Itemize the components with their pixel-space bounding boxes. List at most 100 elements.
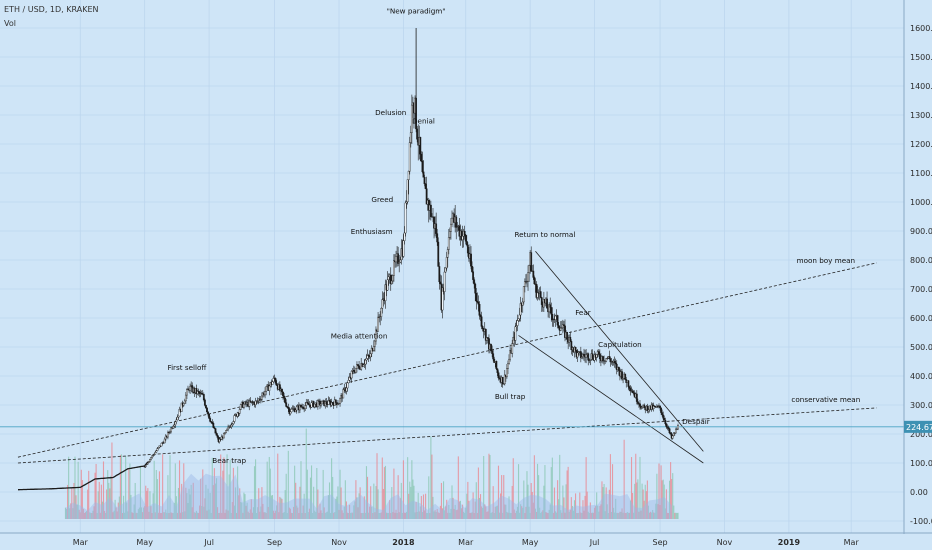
volume-bar: [603, 483, 605, 519]
volume-bar: [426, 512, 428, 519]
volume-bar: [339, 469, 341, 519]
volume-bar: [570, 497, 572, 519]
volume-bar: [173, 502, 175, 519]
candle-body: [265, 386, 268, 392]
volume-bar: [289, 508, 291, 519]
volume-bar: [220, 454, 222, 519]
candle-body: [539, 291, 542, 298]
volume-bars: [64, 428, 679, 519]
volume-bar: [619, 511, 621, 519]
candle-body: [636, 401, 639, 404]
volume-bar: [580, 512, 582, 519]
volume-bar: [299, 486, 301, 519]
candle-body: [484, 329, 487, 341]
volume-bar: [223, 457, 225, 519]
candle-body: [673, 432, 676, 434]
volume-bar: [396, 512, 398, 519]
volume-bar: [154, 512, 156, 519]
volume-bar: [581, 512, 583, 519]
candle-body: [254, 400, 257, 406]
volume-bar: [437, 512, 439, 519]
volume-bar: [376, 453, 378, 519]
volume-bar: [601, 481, 603, 519]
volume-bar: [450, 508, 452, 519]
volume-bar: [309, 477, 312, 519]
candle-body: [410, 104, 413, 133]
volume-bar: [304, 512, 306, 519]
volume-bar: [140, 507, 143, 519]
y-tick-label: 1600.00: [910, 24, 932, 33]
volume-bar: [391, 487, 393, 519]
candle-body: [546, 298, 548, 309]
volume-bar: [481, 506, 483, 519]
volume-bar: [464, 512, 466, 519]
volume-bar: [665, 489, 667, 519]
candle-body: [177, 415, 180, 418]
candle-body: [595, 354, 598, 358]
candle-body: [350, 371, 353, 379]
candle-body: [450, 223, 452, 232]
volume-bar: [433, 511, 435, 519]
volume-bar: [490, 512, 492, 519]
volume-bar: [404, 512, 407, 519]
volume-bar: [590, 512, 592, 519]
candle-body: [517, 318, 520, 321]
volume-bar: [677, 512, 679, 519]
volume-bar: [421, 512, 423, 519]
candle-body: [443, 271, 446, 292]
volume-bar: [465, 507, 467, 519]
volume-bar: [567, 466, 569, 519]
x-tick-label: Sep: [267, 538, 282, 547]
volume-bar: [501, 475, 503, 519]
volume-bar: [377, 489, 379, 519]
candle-body: [327, 400, 330, 405]
y-tick-label: 900.00: [910, 227, 932, 236]
volume-bar: [658, 463, 660, 519]
volume-bar: [157, 512, 159, 519]
volume-bar: [365, 466, 368, 519]
annotation-label: Fear: [575, 308, 591, 317]
candle-body: [424, 183, 427, 189]
volume-bar: [210, 512, 212, 519]
volume-bar: [182, 512, 184, 519]
volume-bar: [573, 500, 576, 519]
candle-body: [433, 216, 435, 229]
candle-body: [175, 419, 178, 422]
volume-bar: [584, 495, 586, 519]
candle-body: [387, 276, 390, 280]
volume-bar: [197, 512, 200, 519]
candle-body: [289, 411, 292, 414]
volume-bar: [296, 505, 298, 519]
annotation-label: Return to normal: [515, 230, 576, 239]
volume-bar: [116, 511, 118, 519]
volume-bar: [114, 499, 116, 519]
candle-body: [456, 226, 459, 228]
volume-bar: [351, 512, 353, 519]
volume-bar: [564, 512, 566, 519]
candle-body: [346, 382, 349, 389]
volume-bar: [96, 512, 98, 519]
volume-bar: [629, 500, 632, 519]
candle-body: [444, 267, 447, 273]
volume-bar: [246, 502, 248, 519]
volume-bar: [357, 507, 359, 519]
candle-body: [274, 378, 277, 384]
candle-body: [307, 402, 310, 405]
volume-bar: [194, 512, 196, 519]
volume-bar: [594, 507, 596, 519]
volume-bar: [353, 505, 355, 519]
x-tick-label: Jul: [203, 538, 214, 547]
volume-bar: [419, 506, 421, 519]
candle-body: [233, 415, 236, 422]
y-tick-label: -100.00: [910, 517, 932, 526]
candle-body: [491, 350, 494, 354]
volume-bar: [127, 511, 129, 519]
candle-body: [154, 452, 157, 455]
volume-bar: [585, 457, 587, 519]
volume-bar: [119, 454, 121, 519]
candle-body: [330, 402, 333, 406]
volume-bar: [417, 492, 419, 519]
candle-body: [664, 419, 667, 425]
volume-bar: [196, 512, 199, 519]
